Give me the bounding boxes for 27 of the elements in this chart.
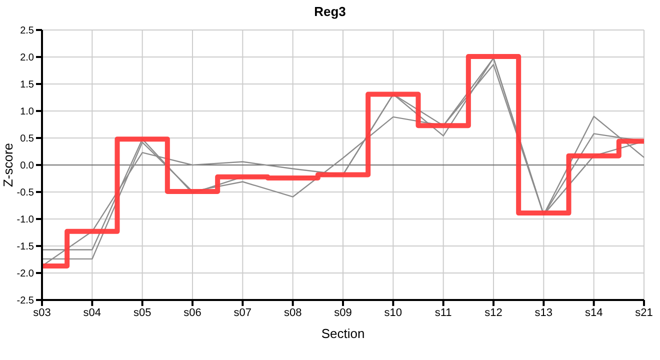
x-tick-label: s06	[184, 306, 202, 319]
x-tick-label: s10	[384, 306, 402, 319]
y-tick-label: -0.5	[16, 188, 34, 199]
x-tick-label: s13	[534, 306, 553, 319]
y-tick-label: 1.0	[20, 106, 34, 118]
x-tick-label: s21	[635, 306, 653, 319]
x-tick-label: s05	[133, 306, 152, 319]
x-tick-label: s14	[584, 306, 603, 319]
y-tick-label: 0.5	[20, 134, 34, 145]
y-tick-label: 1.5	[20, 80, 34, 91]
x-tick-label: s04	[83, 306, 102, 319]
y-tick-label: 2.0	[20, 52, 34, 64]
x-tick-label: s03	[33, 306, 51, 319]
y-tick-label: -2.5	[16, 296, 34, 307]
y-tick-label: 0.0	[20, 160, 34, 172]
x-tick-label: s07	[234, 306, 252, 319]
y-tick-label: -1.0	[16, 214, 34, 226]
y-tick-label: -1.5	[16, 242, 34, 253]
x-tick-label: s08	[284, 306, 302, 319]
x-tick-label: s09	[334, 306, 352, 319]
x-tick-label: s12	[484, 306, 502, 319]
y-axis-title: Z-score	[0, 142, 16, 188]
chart-title: Reg3	[313, 4, 347, 19]
x-axis-title: Section	[321, 326, 365, 341]
x-tick-label: s11	[434, 306, 452, 319]
y-tick-label: 2.5	[20, 26, 34, 37]
y-tick-label: -2.0	[16, 268, 34, 280]
